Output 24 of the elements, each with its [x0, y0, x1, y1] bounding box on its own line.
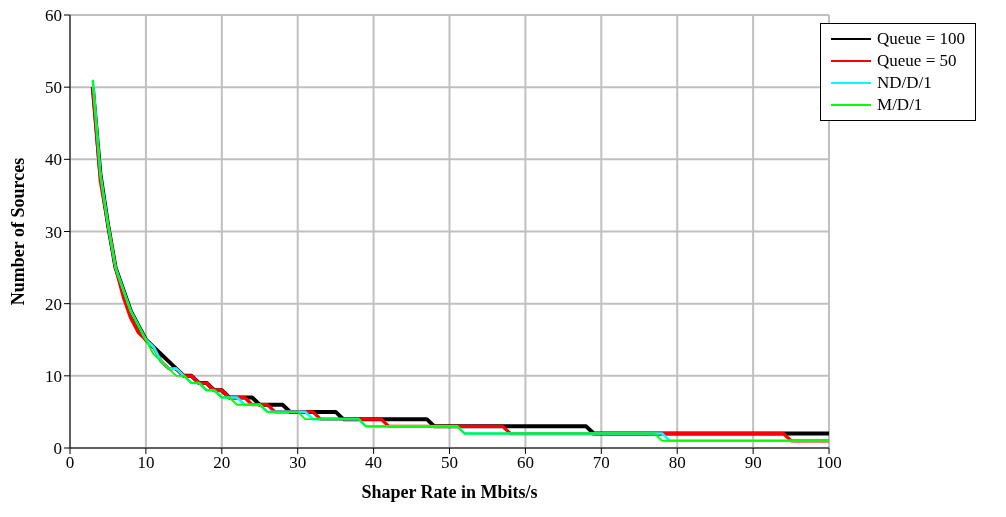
x-tick-label: 0 — [65, 453, 75, 473]
y-tick-label: 10 — [45, 366, 62, 386]
legend-label: M/D/1 — [877, 95, 923, 115]
x-tick-label: 60 — [516, 453, 534, 473]
y-tick-label: 0 — [53, 439, 62, 459]
y-tick-label: 60 — [45, 6, 62, 26]
x-tick-label: 30 — [289, 453, 307, 473]
x-tick-label: 70 — [592, 453, 610, 473]
y-tick-label: 30 — [45, 222, 62, 242]
legend-label: Queue = 100 — [877, 29, 965, 49]
x-tick-label: 100 — [816, 453, 842, 473]
y-tick-label: 20 — [45, 294, 62, 314]
y-axis-title: Number of Sources — [8, 157, 29, 306]
x-tick-label: 10 — [137, 453, 155, 473]
y-tick-label: 40 — [45, 150, 62, 170]
legend-label: ND/D/1 — [877, 73, 932, 93]
x-axis-title: Shaper Rate in Mbits/s — [361, 482, 538, 502]
y-tick-label: 50 — [45, 78, 62, 98]
x-tick-label: 90 — [744, 453, 762, 473]
legend-label: Queue = 50 — [877, 51, 957, 71]
x-tick-label: 50 — [441, 453, 459, 473]
x-tick-label: 80 — [668, 453, 686, 473]
x-tick-label: 20 — [213, 453, 231, 473]
x-tick-label: 40 — [365, 453, 383, 473]
